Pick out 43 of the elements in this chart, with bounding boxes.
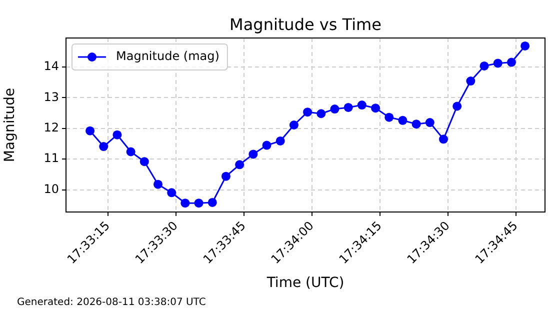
point <box>153 180 162 189</box>
point <box>466 76 476 86</box>
point <box>112 130 122 140</box>
point <box>180 198 190 208</box>
point <box>520 41 530 50</box>
y-axis-title: Magnitude <box>2 88 18 162</box>
point <box>330 104 340 114</box>
point <box>452 102 462 111</box>
point <box>86 126 95 136</box>
point <box>126 147 136 156</box>
point <box>140 157 149 166</box>
legend-label: Magnitude (mag) <box>116 49 220 64</box>
point <box>493 58 502 68</box>
y-tick-label: 13 <box>44 90 59 104</box>
x-axis-title: Time (UTC) <box>266 275 344 292</box>
point <box>357 100 366 110</box>
point <box>167 188 176 198</box>
y-tick-label: 14 <box>44 59 59 74</box>
point <box>371 104 380 113</box>
point <box>235 160 244 170</box>
text: Generated: 2026-08-11 03:38:07 UTC <box>17 297 206 308</box>
point <box>221 172 230 181</box>
y-tick-label: 10 <box>44 182 59 196</box>
point <box>194 198 204 208</box>
point <box>438 134 448 144</box>
chart-title: Magnitude vs Time <box>230 15 382 34</box>
point <box>276 136 285 146</box>
y-tick-label: 11 <box>44 151 59 166</box>
point <box>398 116 408 125</box>
point <box>289 120 298 130</box>
point <box>262 140 272 150</box>
point <box>480 61 489 70</box>
point <box>344 102 353 112</box>
point <box>412 120 421 129</box>
point <box>316 109 326 118</box>
y-tick-label: 12 <box>44 120 59 135</box>
point <box>208 198 217 207</box>
point <box>248 150 258 159</box>
point <box>99 142 108 152</box>
point <box>425 118 434 128</box>
point <box>384 112 394 122</box>
point <box>506 58 516 67</box>
point <box>303 108 312 117</box>
